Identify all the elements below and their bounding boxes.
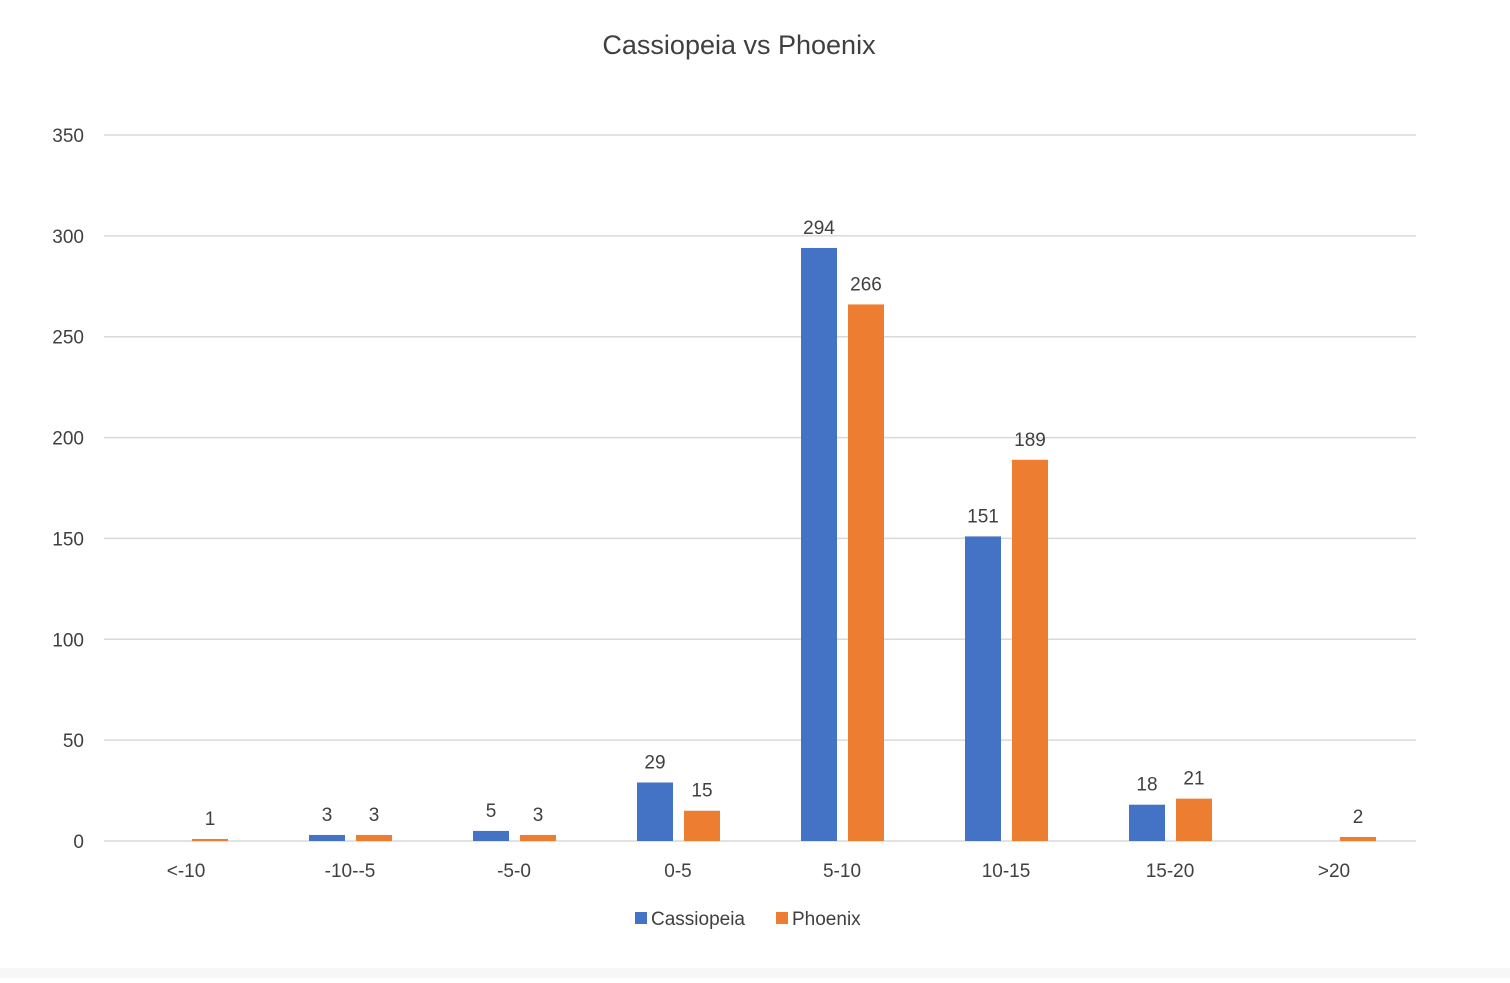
data-label: 266 [850, 274, 882, 295]
chart-title: Cassiopeia vs Phoenix [602, 30, 876, 60]
x-tick-label: -10--5 [325, 861, 376, 882]
data-label: 294 [803, 218, 835, 239]
legend-label-phoenix: Phoenix [792, 909, 861, 930]
bar-phoenix [848, 304, 884, 841]
data-label: 1 [205, 809, 216, 830]
data-label: 189 [1014, 430, 1046, 451]
x-tick-label: 5-10 [823, 861, 861, 882]
data-label: 3 [369, 805, 380, 826]
bar-cassiopeia [1129, 804, 1165, 841]
bar-cassiopeia [965, 536, 1001, 841]
y-tick-label: 0 [73, 832, 84, 853]
bar-phoenix [192, 838, 228, 841]
bar-phoenix [520, 834, 556, 841]
y-tick-label: 300 [52, 227, 84, 248]
x-tick-label: <-10 [167, 861, 206, 882]
x-tick-label: >20 [1318, 861, 1350, 882]
data-label: 15 [691, 781, 712, 802]
data-label: 18 [1136, 775, 1157, 796]
y-tick-label: 250 [52, 328, 84, 349]
bar-phoenix [1340, 836, 1376, 841]
bar-phoenix [1176, 798, 1212, 841]
y-tick-label: 100 [52, 630, 84, 651]
data-label: 3 [533, 805, 544, 826]
bar-phoenix [684, 810, 720, 841]
legend-label-cassiopeia: Cassiopeia [651, 909, 745, 930]
data-label: 21 [1183, 769, 1204, 790]
bar-phoenix [1012, 459, 1048, 841]
y-tick-label: 150 [52, 529, 84, 550]
legend-swatch-phoenix [776, 912, 788, 924]
y-tick-label: 350 [52, 126, 84, 147]
bar-cassiopeia [309, 834, 345, 841]
bar-cassiopeia [801, 247, 837, 841]
x-tick-label: 15-20 [1146, 861, 1195, 882]
data-label: 5 [486, 801, 497, 822]
x-tick-label: 10-15 [982, 861, 1031, 882]
data-label: 3 [322, 805, 333, 826]
y-tick-label: 50 [63, 731, 84, 752]
data-label: 29 [644, 753, 665, 774]
bar-phoenix [356, 834, 392, 841]
data-label: 2 [1353, 807, 1364, 828]
bar-cassiopeia [637, 782, 673, 841]
x-tick-label: 0-5 [664, 861, 691, 882]
bar-cassiopeia [473, 830, 509, 841]
y-tick-label: 200 [52, 429, 84, 450]
data-label: 151 [967, 506, 999, 527]
bottom-strip [0, 968, 1510, 978]
legend-swatch-cassiopeia [635, 912, 647, 924]
x-tick-label: -5-0 [497, 861, 531, 882]
